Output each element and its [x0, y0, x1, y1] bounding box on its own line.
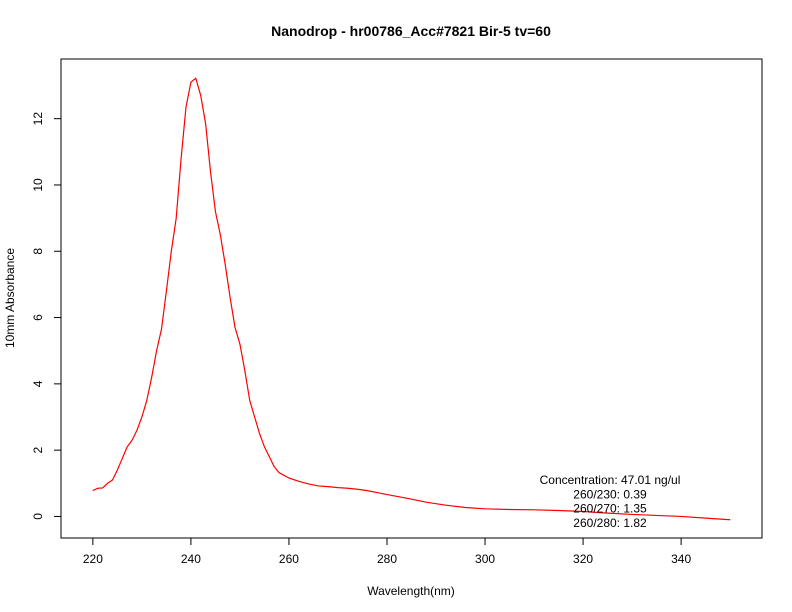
annotation-line: Concentration: 47.01 ng/ul: [540, 473, 681, 487]
y-tick-label: 0: [31, 513, 45, 520]
y-tick-label: 12: [31, 112, 45, 126]
y-tick-label: 4: [31, 380, 45, 387]
series-line-0: [92, 77, 731, 521]
y-axis: 0 2 4 6 8 10 12: [31, 112, 62, 520]
plot-frame: [60, 58, 763, 539]
x-tick-label: 280: [377, 552, 397, 566]
annotation-line: 260/270: 1.35: [573, 502, 647, 516]
x-axis-label: Wavelength(nm): [367, 584, 455, 598]
y-tick-label: 2: [31, 446, 45, 453]
x-tick-label: 240: [181, 552, 201, 566]
y-tick-label: 10: [31, 178, 45, 192]
x-tick-label: 320: [573, 552, 593, 566]
y-axis-label: 10mm Absorbance: [3, 248, 17, 348]
chart-title: Nanodrop - hr00786_Acc#7821 Bir-5 tv=60: [271, 23, 551, 39]
x-tick-label: 260: [279, 552, 299, 566]
annotation-line: 260/230: 0.39: [573, 487, 647, 501]
series-layer: [92, 77, 731, 521]
annotation-line: 260/280: 1.82: [573, 516, 647, 530]
x-tick-label: 220: [83, 552, 103, 566]
x-tick-label: 300: [475, 552, 495, 566]
y-tick-label: 6: [31, 314, 45, 321]
x-axis: 220 240 260 280 300 320 340: [83, 537, 691, 566]
y-tick-label: 8: [31, 248, 45, 255]
x-tick-label: 340: [671, 552, 691, 566]
